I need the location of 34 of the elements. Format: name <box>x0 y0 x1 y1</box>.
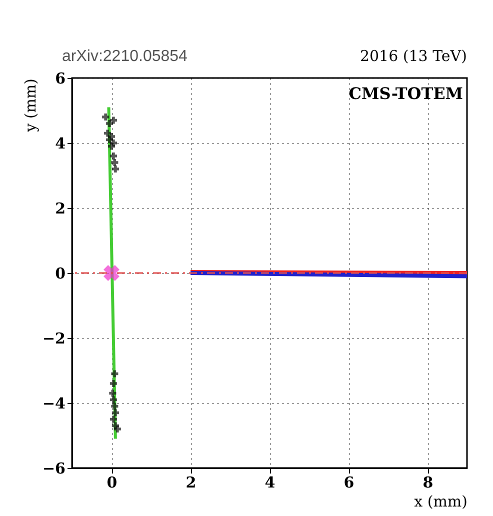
annotation: CMS-TOTEM <box>348 84 463 103</box>
point <box>110 380 118 388</box>
point <box>110 152 118 160</box>
y-tick-label: −4 <box>42 394 66 412</box>
point <box>106 136 114 144</box>
point <box>102 113 110 121</box>
point <box>111 370 118 378</box>
x-tick-label: 0 <box>106 474 118 492</box>
point <box>111 402 118 410</box>
y-tick-label: −6 <box>42 460 66 478</box>
y-axis-title: y (mm) <box>21 78 40 133</box>
point <box>104 130 112 137</box>
point <box>108 142 116 150</box>
text: 2016 (13 TeV) <box>360 47 467 65</box>
point <box>111 158 118 166</box>
text: arXiv:2210.05854 <box>62 48 188 65</box>
point <box>110 396 118 404</box>
y-tick-label: 2 <box>55 200 66 218</box>
x-tick-label: 6 <box>344 474 354 492</box>
y-tick-label: −2 <box>42 330 66 348</box>
point <box>106 120 114 128</box>
x-tick-label: 4 <box>264 474 276 492</box>
x-tick-label: 2 <box>186 474 196 492</box>
x-tick-label: 8 <box>422 474 434 492</box>
y-tick-label: 4 <box>55 134 66 152</box>
y-tick-label: 6 <box>55 70 66 88</box>
point <box>104 265 120 281</box>
y-tick-label: 0 <box>55 264 66 282</box>
point <box>114 425 121 433</box>
point <box>110 416 118 423</box>
point <box>110 116 118 124</box>
x-axis-title: x (mm) <box>414 492 468 510</box>
point <box>112 165 119 173</box>
point <box>112 409 119 416</box>
